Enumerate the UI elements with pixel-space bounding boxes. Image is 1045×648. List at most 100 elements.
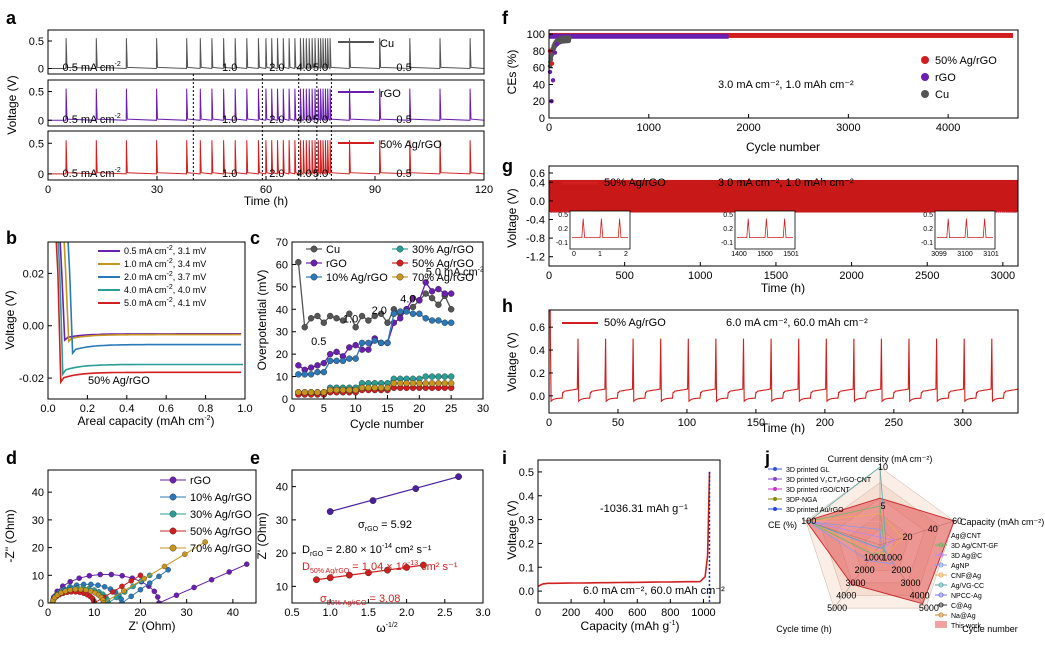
- g-inset-xtick: 3100: [957, 251, 973, 258]
- f-ytick-label: 80: [533, 46, 545, 58]
- b-legend-tail: , 4.1 mV: [173, 298, 207, 308]
- f-xtick-label: 1000: [637, 122, 661, 134]
- g-xtick-label: 0: [546, 270, 552, 282]
- g-ytick-label: 0.0: [530, 196, 545, 208]
- c-point: [397, 380, 404, 387]
- c-point: [441, 373, 448, 380]
- d-ytick-label: 30: [32, 515, 44, 527]
- c-point: [295, 258, 302, 266]
- f-ytick-label: 20: [533, 96, 545, 108]
- c-xtick-label: 30: [477, 403, 489, 415]
- c-point: [384, 384, 391, 391]
- d-point: [182, 551, 188, 557]
- j-legend-left-marker: [773, 477, 777, 481]
- g-ytick-label: 0.6: [530, 168, 545, 180]
- g-inset-frame: [569, 210, 631, 250]
- a-xtick-label: 60: [260, 184, 272, 196]
- e-point: [369, 497, 377, 504]
- c-point: [377, 310, 385, 317]
- c-xtick-label: 15: [381, 403, 393, 415]
- e-xtick-label: 2.5: [437, 607, 452, 619]
- c-ytick-label: 70: [276, 237, 288, 249]
- e-ylabel: Z' (Ohm): [255, 513, 269, 560]
- d-xtick-label: 10: [88, 607, 100, 619]
- panel-letter-j: j: [764, 448, 770, 468]
- b-xtick-label: 0.8: [198, 403, 213, 415]
- d-point: [173, 592, 180, 598]
- c-point: [301, 324, 308, 331]
- j-legend-right-label: This work: [951, 623, 981, 630]
- f-rgo-point: [550, 78, 556, 83]
- panel-letter-d: d: [6, 448, 17, 468]
- h-frame: [548, 309, 1019, 414]
- e-d-ag: D50% Ag/rGO = 1.04 × 10-13 cm² s⁻¹: [302, 560, 458, 575]
- g-frame: [548, 165, 1019, 267]
- c-legend-marker: [310, 259, 318, 267]
- j-legend-left-label: 3D printed GL: [786, 467, 830, 474]
- j-legend-right-marker: [938, 542, 944, 548]
- c-point: [377, 339, 385, 347]
- c-point: [435, 301, 442, 308]
- i-ytick-label: 0.2: [519, 538, 534, 550]
- h-xtick-label: 200: [816, 417, 834, 429]
- c-point: [371, 312, 378, 320]
- i-annotation-capacity: -1036.31 mAh g⁻¹: [600, 503, 688, 515]
- j-legend-left-label: 3DP-NGA: [786, 497, 817, 504]
- f-legend-marker: [921, 56, 929, 64]
- j-axis-tick: 2000: [891, 565, 911, 575]
- panel-letter-a: a: [6, 8, 17, 28]
- c-legend-marker: [310, 245, 318, 253]
- j-legend-right-label: AgNP: [951, 563, 970, 570]
- c-point: [333, 348, 340, 356]
- h-xtick-label: 150: [747, 417, 765, 429]
- h-voltage-trace: [549, 310, 1018, 403]
- c-point: [447, 373, 455, 380]
- d-point: [97, 571, 103, 578]
- c-point: [320, 319, 328, 326]
- g-inset-ytick: 0.5: [923, 212, 933, 219]
- a-sub0-ytick-label: 0: [38, 64, 44, 76]
- i-xtick-label: 200: [562, 607, 580, 619]
- i-ytick-label: 0.5: [519, 467, 534, 479]
- b-legend-tail: , 4.0 mV: [173, 285, 207, 295]
- i-ytick-label: 0.4: [519, 491, 534, 503]
- c-point: [441, 380, 448, 387]
- b-legend-label: 2.0 mA cm-2, 3.7 mV: [124, 271, 206, 282]
- d-legend-marker: [169, 527, 177, 535]
- g-inset-ytick: -0.1: [921, 240, 933, 247]
- a-xtick-label: 0: [45, 184, 51, 196]
- a-rate-sup: -2: [115, 61, 121, 68]
- b-series: [67, 242, 242, 356]
- d-ylabel: -Z'' (Ohm): [3, 509, 17, 562]
- c-point: [371, 337, 378, 344]
- f-annotation: 3.0 mA cm⁻², 1.0 mAh cm⁻²: [718, 79, 854, 91]
- a-xlabel: Time (h): [244, 194, 288, 208]
- c-point: [358, 339, 366, 347]
- d-point: [62, 588, 69, 594]
- c-point: [358, 312, 366, 320]
- j-axis-time: Cycle time (h): [776, 624, 832, 634]
- j-axis-tick: 3000: [845, 578, 865, 588]
- c-point: [435, 317, 442, 324]
- c-point: [365, 384, 372, 391]
- c-legend-marker: [310, 273, 318, 281]
- c-point: [403, 380, 410, 387]
- g-xtick-label: 1500: [764, 270, 788, 282]
- j-legend-left-label: 3D printed rGO/CNT: [786, 487, 851, 494]
- f-legend-marker: [921, 90, 929, 98]
- d-point: [156, 600, 162, 603]
- panel-letter-b: b: [6, 228, 17, 248]
- a-sub2-ytick-label: 0: [38, 169, 44, 181]
- e-ytick-label: 10: [276, 581, 288, 593]
- d-point: [128, 593, 134, 600]
- a-rate-label: 2.0: [269, 168, 284, 180]
- j-axis-ce: CE (%): [768, 520, 797, 530]
- c-point: [409, 303, 417, 311]
- c-point: [327, 386, 334, 394]
- a-rate-label: 4.0: [297, 114, 312, 126]
- c-point: [320, 368, 328, 376]
- i-xtick-label: 1000: [691, 607, 715, 619]
- g-inset-trace: [937, 218, 993, 239]
- c-xtick-label: 5: [321, 403, 327, 415]
- c-legend-marker: [396, 259, 404, 267]
